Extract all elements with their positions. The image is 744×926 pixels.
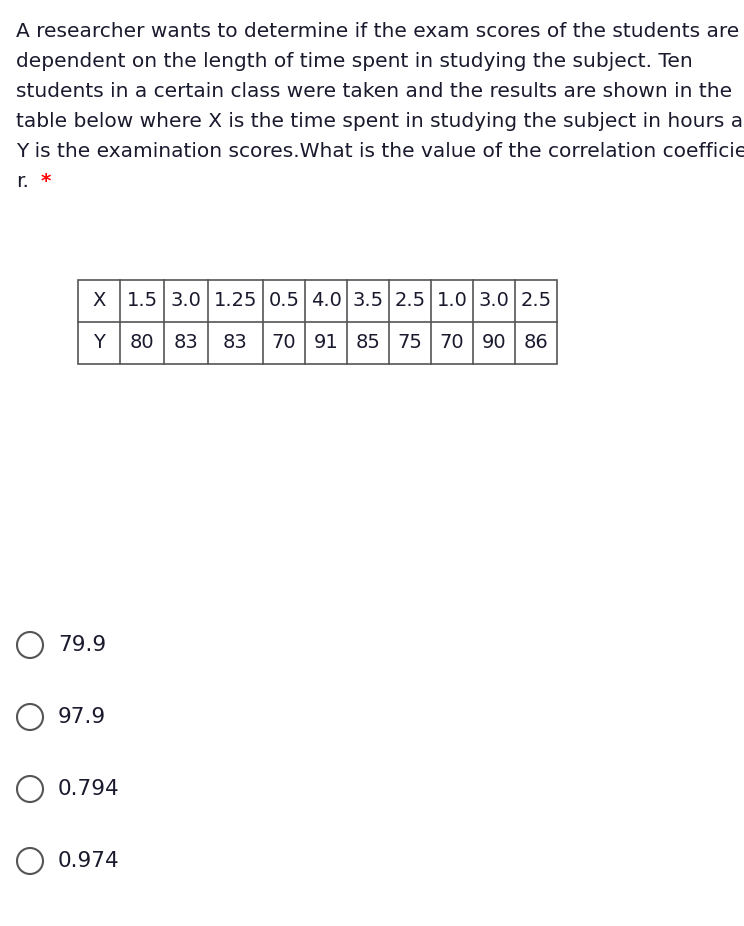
Text: 70: 70 (272, 333, 296, 353)
Text: 83: 83 (223, 333, 248, 353)
Text: 4.0: 4.0 (310, 292, 341, 310)
Text: 75: 75 (397, 333, 423, 353)
Text: table below where X is the time spent in studying the subject in hours and: table below where X is the time spent in… (16, 112, 744, 131)
Text: X: X (92, 292, 106, 310)
Text: 2.5: 2.5 (521, 292, 551, 310)
Text: Y: Y (93, 333, 105, 353)
Text: 91: 91 (314, 333, 339, 353)
Text: *: * (34, 172, 51, 191)
Text: 80: 80 (129, 333, 154, 353)
Text: 90: 90 (481, 333, 507, 353)
Text: 3.5: 3.5 (353, 292, 384, 310)
Text: students in a certain class were taken and the results are shown in the: students in a certain class were taken a… (16, 82, 732, 101)
Text: dependent on the length of time spent in studying the subject. Ten: dependent on the length of time spent in… (16, 52, 693, 71)
Text: 3.0: 3.0 (170, 292, 202, 310)
Text: 1.25: 1.25 (214, 292, 257, 310)
Bar (78, 280, 557, 364)
Text: 2.5: 2.5 (394, 292, 426, 310)
Text: 1.5: 1.5 (126, 292, 158, 310)
Text: A researcher wants to determine if the exam scores of the students are: A researcher wants to determine if the e… (16, 22, 740, 41)
Text: 85: 85 (356, 333, 380, 353)
Text: 0.794: 0.794 (58, 779, 120, 799)
Text: 1.0: 1.0 (437, 292, 467, 310)
Text: Y is the examination scores.What is the value of the correlation coefficient: Y is the examination scores.What is the … (16, 142, 744, 161)
Text: 86: 86 (524, 333, 548, 353)
Text: 0.5: 0.5 (269, 292, 300, 310)
Text: 97.9: 97.9 (58, 707, 106, 727)
Text: r.: r. (16, 172, 29, 191)
Text: 79.9: 79.9 (58, 635, 106, 655)
Text: 70: 70 (440, 333, 464, 353)
Text: 0.974: 0.974 (58, 851, 120, 871)
Text: 83: 83 (173, 333, 199, 353)
Text: 3.0: 3.0 (478, 292, 510, 310)
